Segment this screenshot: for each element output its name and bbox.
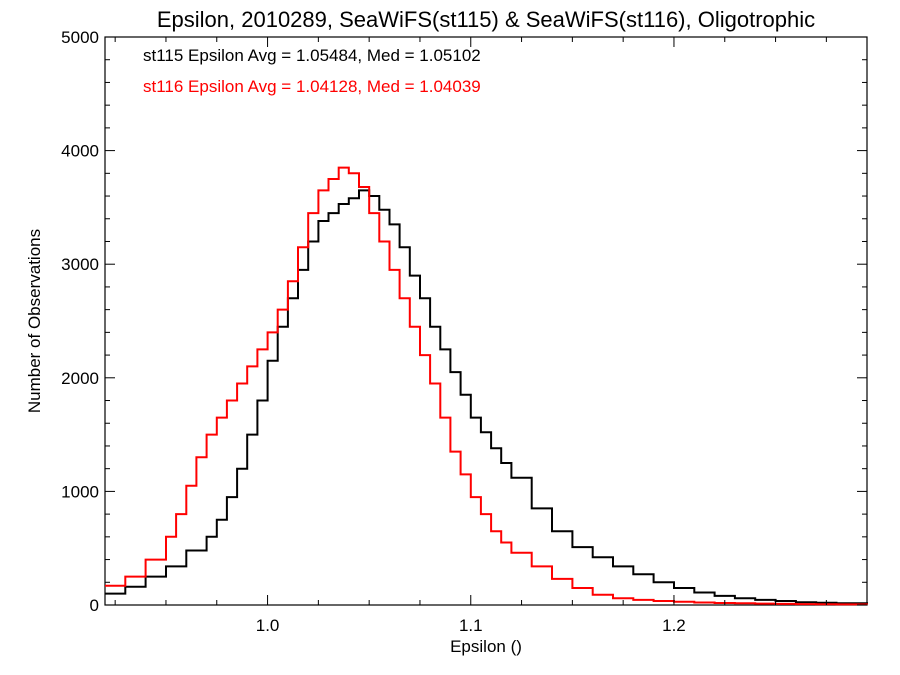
st115-stats-annotation: st115 Epsilon Avg = 1.05484, Med = 1.051… [143,46,481,65]
y-tick-label: 1000 [61,482,99,501]
series-line-1 [105,166,868,606]
x-axis-label: Epsilon () [450,637,522,656]
y-axis-label: Number of Observations [25,229,44,413]
chart-title: Epsilon, 2010289, SeaWiFS(st115) & SeaWi… [157,7,815,32]
y-tick-label: 3000 [61,255,99,274]
y-tick-label: 4000 [61,142,99,161]
ticks-layer: 1.0 1.1 1.2 0 1000 2000 3000 4000 5000 [61,28,867,635]
series-line-0 [105,189,868,605]
x-tick-label: 1.2 [662,616,686,635]
y-tick-label: 2000 [61,369,99,388]
x-tick-label: 1.1 [459,616,483,635]
y-tick-label: 0 [90,596,99,615]
annotation-layer: st115 Epsilon Avg = 1.05484, Med = 1.051… [143,46,481,96]
x-tick-label: 1.0 [256,616,280,635]
st116-stats-annotation: st116 Epsilon Avg = 1.04128, Med = 1.040… [143,77,481,96]
series-layer [105,166,868,606]
plot-frame [104,36,868,606]
y-tick-label: 5000 [61,28,99,47]
